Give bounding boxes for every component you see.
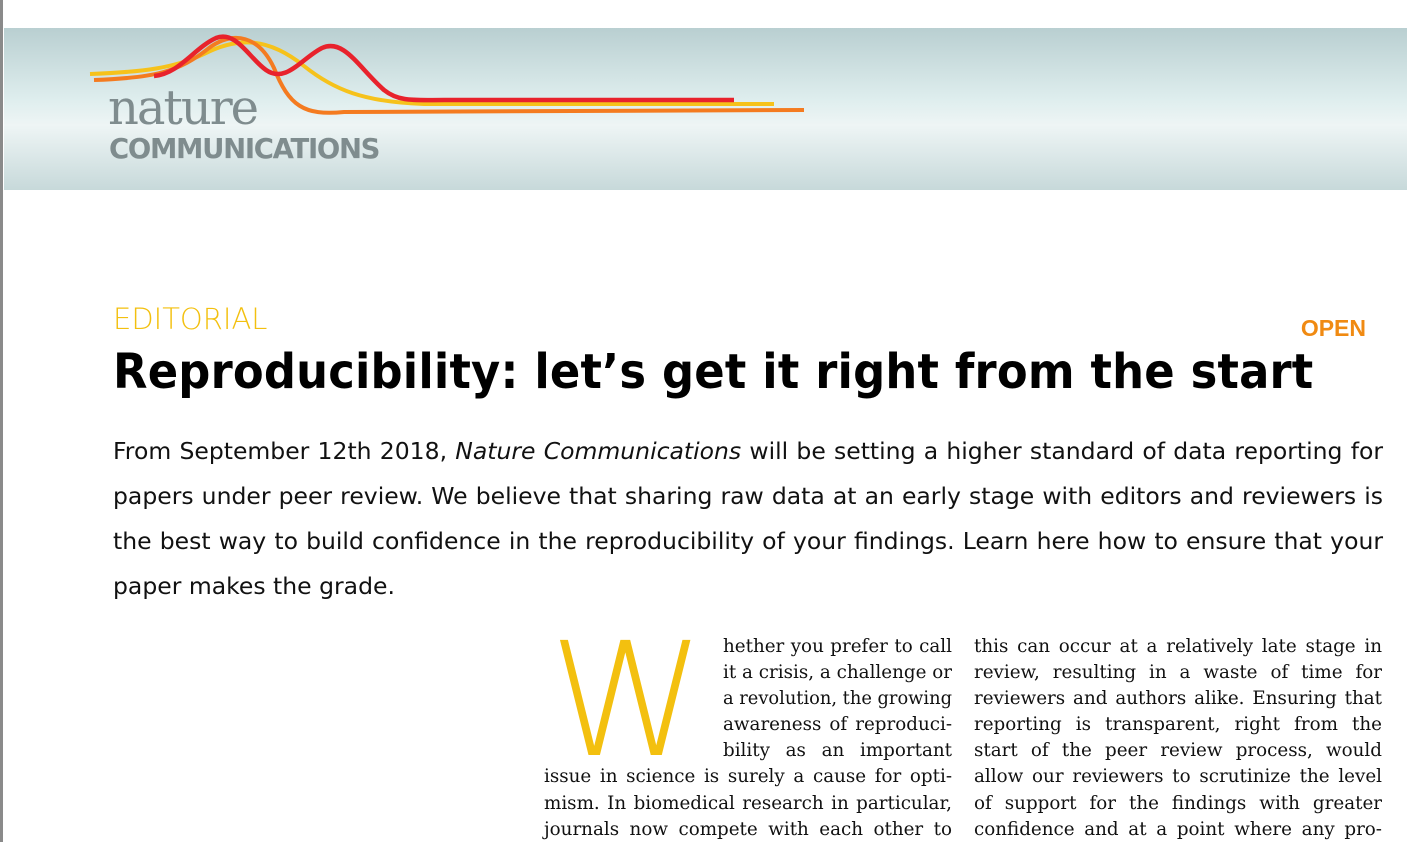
body-line: it a crisis, a challenge or <box>723 662 952 684</box>
article-title: Reproducibility: let’s get it right from… <box>113 344 1314 400</box>
open-access-badge: OPEN <box>1300 315 1366 341</box>
body-line: allow our reviewers to scrutinize the le… <box>974 766 1382 788</box>
body-line: of support for the findings with greater <box>974 792 1382 814</box>
standfirst-text-rest: will be setting a higher standard of dat… <box>113 437 1384 600</box>
section-label: EDITORIAL <box>113 302 268 336</box>
journal-name-communications: COMMUNICATIONS <box>109 133 381 165</box>
drop-cap: W <box>549 609 706 793</box>
body-line: bility as an important <box>723 740 952 762</box>
body-column-left: hether you prefer to call it a crisis, a… <box>544 634 952 843</box>
page-edge-rule <box>0 0 3 842</box>
red-wave-icon <box>153 34 734 103</box>
journal-name-italic: Nature Communications <box>455 437 742 465</box>
body-line: start of the peer review process, would <box>974 740 1382 762</box>
body-line: a revolution, the growing <box>723 688 952 710</box>
yellow-wave-icon <box>89 40 774 106</box>
wave-logo-graphic <box>89 34 805 115</box>
body-line: awareness of reproduci- <box>723 714 952 736</box>
body-line: issue in science is surely a cause for o… <box>544 766 952 788</box>
body-line: confidence and at a point where any pro- <box>974 818 1382 840</box>
standfirst-text-start: From September 12th 2018, <box>113 437 456 465</box>
body-line: review, resulting in a waste of time for <box>974 662 1382 684</box>
journal-banner <box>4 28 1407 190</box>
body-line: reporting is transparent, right from the <box>974 714 1382 736</box>
body-line: mism. In biomedical research in particul… <box>544 792 952 814</box>
journal-name-nature: nature <box>108 80 259 136</box>
body-line: journals now compete with each other to <box>544 818 952 840</box>
body-column-right: this can occur at a relatively late stag… <box>974 634 1382 843</box>
body-line: reviewers and authors alike. Ensuring th… <box>974 688 1382 710</box>
standfirst: From September 12th 2018, Nature Communi… <box>113 429 1383 609</box>
body-line: hether you prefer to call <box>723 636 952 657</box>
body-line: this can occur at a relatively late stag… <box>974 636 1382 657</box>
